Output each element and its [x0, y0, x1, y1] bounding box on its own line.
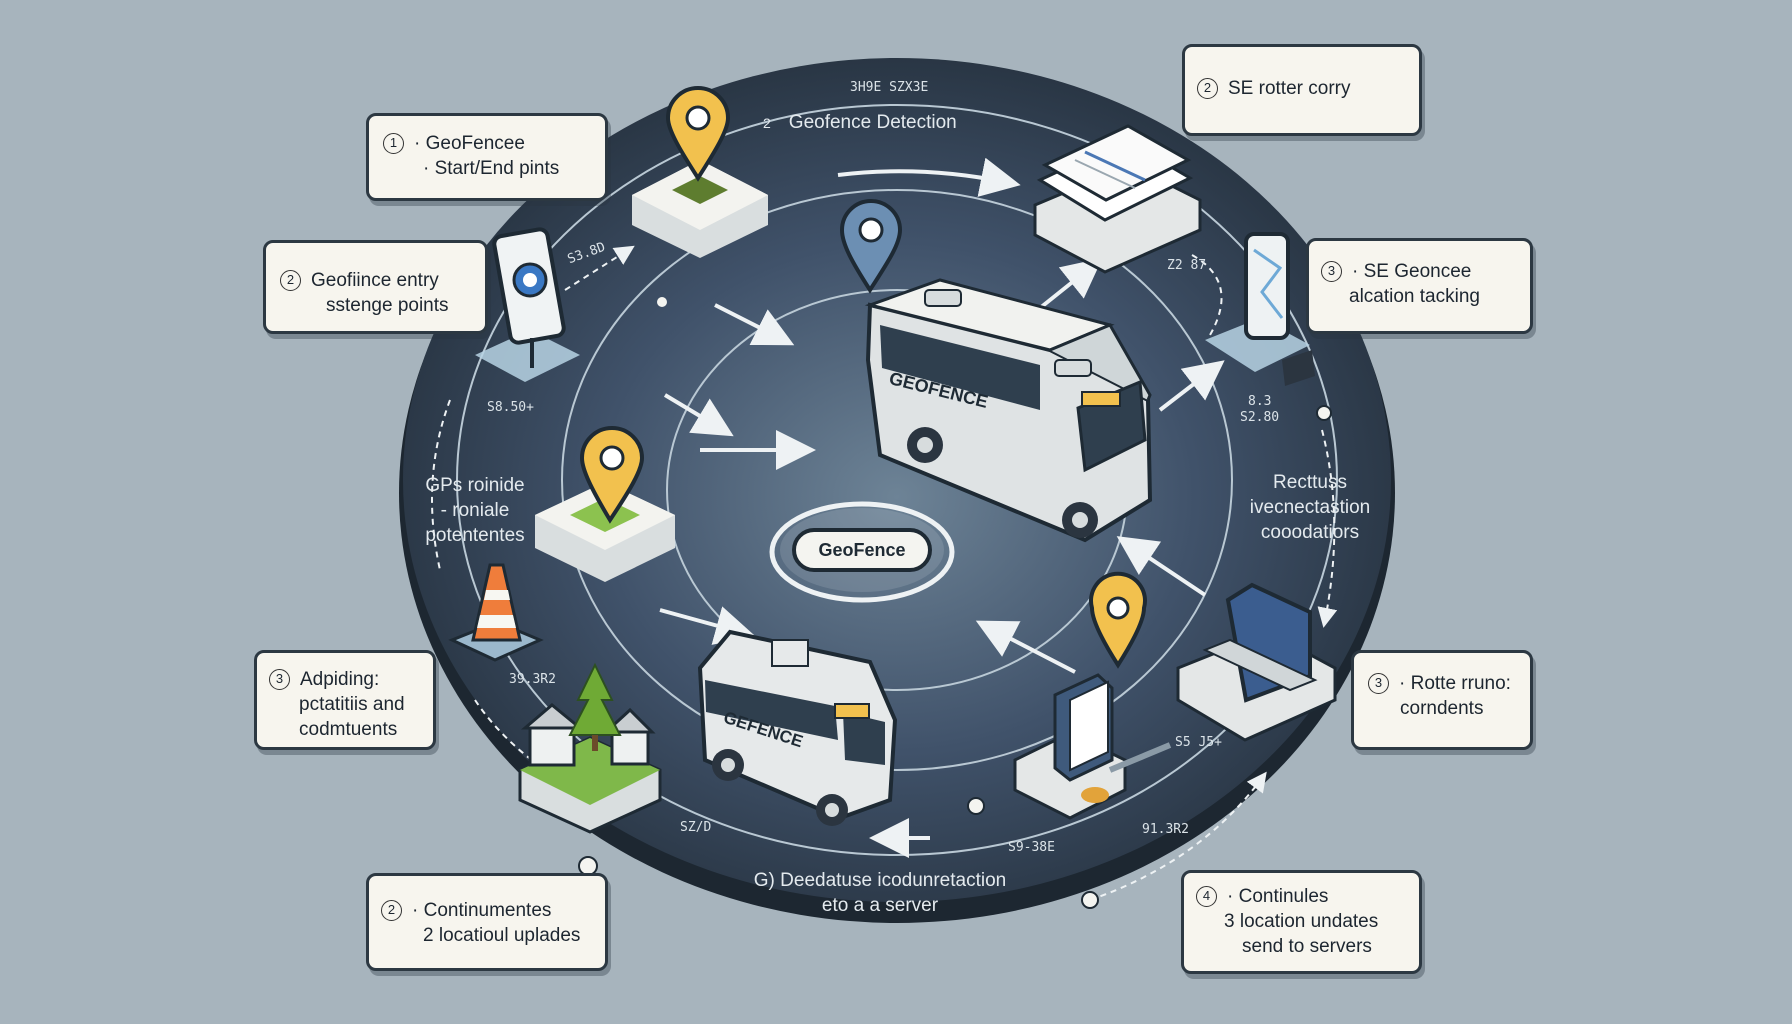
tiny-label: SZ/D [680, 820, 712, 835]
callout-server-updates: 4 · Continules 3 location undates send to… [1181, 870, 1422, 974]
step-number: 2 [1197, 78, 1218, 100]
dashed-arrow-bottom-right [1089, 771, 1267, 901]
callout-line: · GeoFencee [414, 133, 525, 154]
tiny-label: S9-38E [1008, 840, 1055, 855]
tiny-label: 39.3R2 [509, 672, 556, 687]
map-pin-icon [665, 86, 731, 182]
flow-arrow-top [837, 157, 1021, 197]
server-gate-icon [1013, 571, 1172, 820]
tiny-label: 3H9E SZX3E [850, 80, 929, 95]
top-step-number: 2 [763, 115, 771, 131]
callout-line: · Start/End pints [423, 158, 560, 179]
tiny-label: S2.80 [1240, 410, 1280, 425]
callout-line: sstenge points [326, 295, 449, 316]
tiny-label: S5 J5+ [1175, 735, 1222, 750]
callout-line: 2 locatioul uplades [423, 925, 581, 946]
callout-line: · Continules [1227, 886, 1329, 907]
callout-line: send to servers [1242, 936, 1372, 957]
map-pin-icon [1089, 571, 1147, 669]
callout-router-corry: 2 SE rotter corry [1182, 44, 1422, 136]
callout-line: 3 location undates [1224, 911, 1379, 932]
connector-dot [967, 797, 985, 815]
callout-line: pctatitiis and [299, 694, 405, 715]
inner-label-bottom-line: eto a a server [821, 895, 939, 916]
step-number: 4 [1196, 886, 1217, 908]
tiny-label: S8.50+ [487, 400, 534, 415]
flow-arrow-right-c [1116, 536, 1207, 597]
map-pin-icon [579, 426, 645, 524]
center-geofence-label: GeoFence [792, 528, 932, 572]
callout-line: alcation tacking [1349, 286, 1480, 307]
callout-line: · Rotte rruno: [1399, 673, 1511, 694]
platform-disk [403, 58, 1391, 902]
inner-label-left-line: - roniale [440, 500, 510, 521]
dashed-arrow-left-top [564, 245, 635, 291]
inner-label-bottom: G) Deedatuse icodunretaction eto a a ser… [730, 868, 1030, 918]
location-pin-blue-icon [839, 199, 903, 294]
bus-small-icon [697, 629, 898, 826]
inner-label-right-line: ivecnectastion [1249, 497, 1371, 518]
flow-arrow-left-a [663, 393, 734, 437]
callout-line: · SE Geoncee [1352, 261, 1472, 282]
inner-label-right: Recttuss ivecnectastion cooodatiors [1230, 470, 1390, 545]
connector-dot [1081, 891, 1099, 909]
inner-label-left-line: potententes [425, 525, 525, 546]
tiny-label: 8.3 [1248, 394, 1272, 409]
flow-arrow-bottom-right [975, 620, 1076, 674]
middle-ring [561, 189, 1233, 771]
top-step-text: Geofence Detection [788, 112, 957, 133]
flow-arrow-right-b [1158, 360, 1225, 412]
inner-label-right-line: cooodatiors [1260, 522, 1360, 543]
step-number: 3 [269, 669, 290, 691]
callout-location-uploads: 2 · Continumentes 2 locatioul uplades [366, 873, 608, 971]
inner-label-bottom-line: G) Deedatuse icodunretaction [753, 870, 1007, 891]
laptop-icon [1176, 582, 1337, 742]
top-step-label: 2 Geofence Detection [763, 112, 957, 134]
tiny-label: Z2 87 [1167, 258, 1207, 273]
inner-label-left: GPs roinide - roniale potententes [410, 473, 540, 548]
inner-label-left-line: GPs roinide [425, 475, 525, 496]
flow-arrow-lower-left [659, 606, 756, 645]
callout-location-tracking: 3 · SE Geoncee alcation tacking [1306, 238, 1533, 334]
flow-arrow-top-left [714, 303, 795, 346]
dashed-arrow-right [1317, 429, 1338, 628]
connector-dot [1316, 405, 1332, 421]
callout-line: SE rotter corry [1228, 78, 1351, 99]
documents-stack-icon [1033, 124, 1202, 274]
step-number: 3 [1321, 261, 1342, 283]
dashed-arrow-right-top [1191, 254, 1223, 336]
pin-platform-top [632, 86, 768, 258]
pin-platform-left [535, 426, 675, 582]
map-phone-icon [1205, 232, 1315, 386]
smartphone-icon [475, 227, 580, 382]
step-number: 2 [381, 900, 402, 922]
step-number: 2 [280, 270, 301, 292]
connector-dot [657, 297, 667, 307]
callout-line: · Continumentes [412, 900, 552, 921]
flow-arrows [659, 157, 1225, 858]
inner-label-right-line: Recttuss [1273, 472, 1347, 493]
callout-line: corndents [1400, 698, 1484, 719]
step-number: 3 [1368, 673, 1389, 695]
step-number: 1 [383, 133, 404, 155]
callout-line: Adpiding: [300, 669, 380, 690]
tiny-label: 91.3R2 [1142, 822, 1189, 837]
center-pad-ring [769, 501, 955, 603]
flow-arrow-right-a [1033, 258, 1103, 314]
neighborhood-platform-icon [518, 662, 662, 834]
callout-route-conditions: 3 · Rotte rruno: corndents [1351, 650, 1533, 750]
traffic-cone-icon [448, 563, 544, 662]
bus-main-icon [864, 278, 1153, 543]
callout-line: codmtuents [299, 719, 398, 740]
callout-conditions: 3 Adpiding: pctatitiis and codmtuents [254, 650, 436, 750]
callout-entry-points: 2 Geofiince entry sstenge points [263, 240, 488, 334]
callout-line: Geofiince entry [311, 270, 439, 291]
callout-start-end-points: 1 · GeoFencee · Start/End pints [366, 113, 608, 201]
